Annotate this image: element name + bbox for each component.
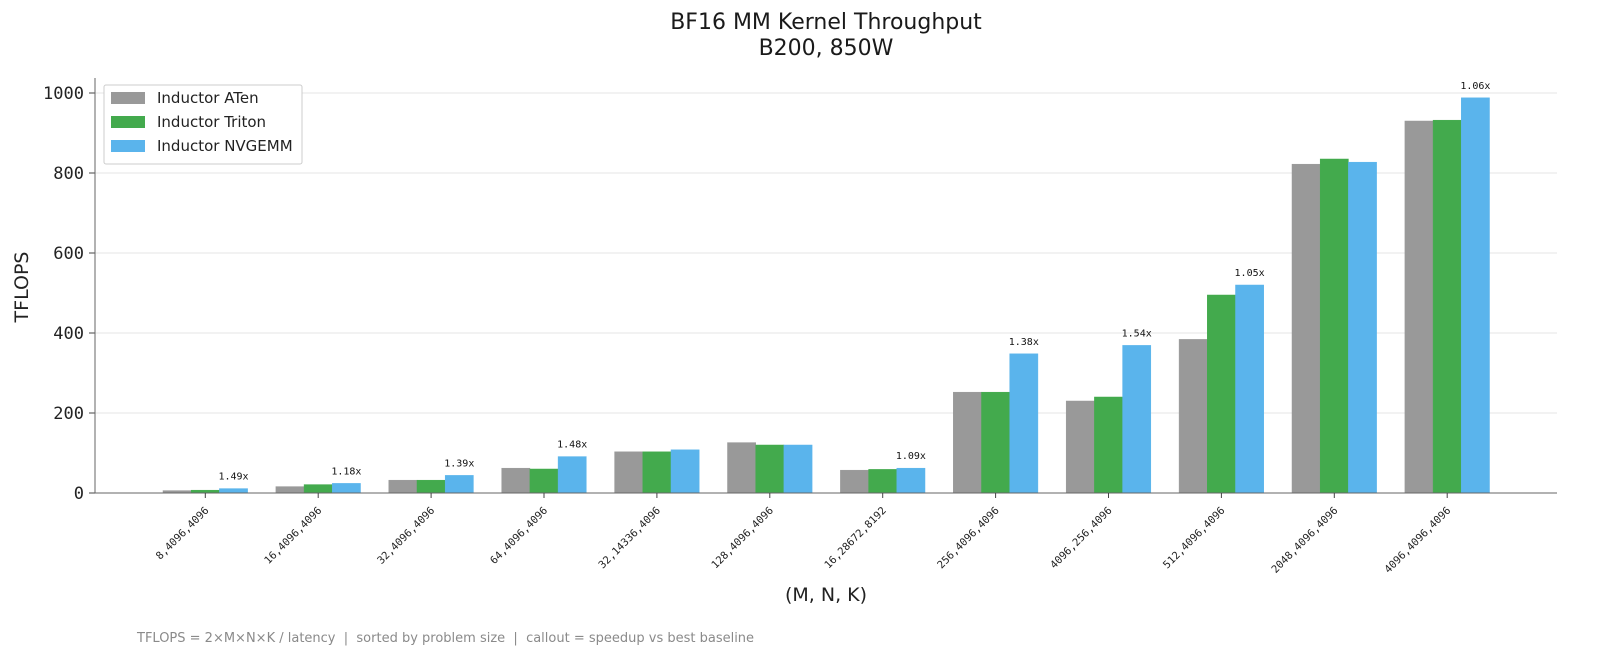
bar-inductor-nvgemm: [1348, 161, 1377, 494]
speedup-callout: 1.49x: [218, 472, 248, 483]
x-tick-label: 32,14336,4096: [596, 505, 663, 572]
x-tick-label: 32,4096,4096: [375, 505, 437, 567]
callouts: 1.49x 1.18x 1.39x 1.48x 1.09x 1.38x 1.54x 1.05x…: [218, 81, 1490, 483]
bar-inductor-aten: [388, 479, 418, 494]
bar-inductor-triton: [1319, 158, 1349, 494]
bar-inductor-triton: [303, 484, 333, 494]
speedup-callout: 1.39x: [444, 458, 474, 469]
bar-inductor-nvgemm: [557, 456, 587, 494]
speedup-callout: 1.18x: [331, 466, 361, 477]
bar-inductor-aten: [727, 442, 756, 494]
bar-inductor-triton: [981, 391, 1010, 494]
bar-inductor-nvgemm: [670, 449, 700, 494]
speedup-callout: 1.48x: [557, 440, 587, 451]
bar-inductor-nvgemm: [332, 483, 361, 494]
bar-inductor-aten: [275, 486, 305, 494]
bar-inductor-triton: [416, 479, 446, 494]
bar-inductor-aten: [614, 451, 644, 494]
y-tick-label: 200: [53, 404, 84, 424]
bar-inductor-nvgemm: [1235, 284, 1264, 494]
bar-inductor-nvgemm: [219, 488, 248, 494]
legend-swatch: [111, 116, 145, 128]
bar-inductor-nvgemm: [896, 467, 926, 494]
legend-label: Inductor NVGEMM: [157, 137, 293, 155]
speedup-callout: 1.05x: [1235, 268, 1265, 279]
bars: [162, 97, 1490, 494]
y-axis-label: TFLOPS: [11, 252, 33, 324]
x-tick-label: 64,4096,4096: [488, 505, 550, 567]
x-tick-label: 8,4096,4096: [154, 505, 212, 563]
chart-title-line2: B200, 850W: [759, 36, 894, 61]
y-tick-label: 1000: [43, 84, 84, 104]
y-tick-label: 800: [53, 164, 84, 184]
bar-inductor-aten: [1065, 400, 1095, 494]
chart-title-line1: BF16 MM Kernel Throughput: [670, 10, 982, 35]
bar-inductor-nvgemm: [1122, 345, 1152, 494]
x-tick-label: 256,4096,4096: [935, 505, 1002, 572]
legend-swatch: [111, 92, 145, 104]
bar-inductor-aten: [501, 467, 531, 494]
legend-swatch: [111, 140, 145, 152]
bar-inductor-triton: [755, 444, 785, 494]
y-tick-label: 400: [53, 324, 84, 344]
bar-inductor-aten: [1404, 120, 1434, 494]
speedup-callout: 1.09x: [896, 451, 926, 462]
bar-inductor-nvgemm: [444, 475, 474, 494]
x-tick-label: 4096,4096,4096: [1382, 505, 1453, 576]
speedup-callout: 1.06x: [1460, 81, 1490, 92]
bar-inductor-nvgemm: [1009, 353, 1039, 494]
bar-inductor-triton: [1207, 294, 1236, 494]
x-tick-label: 128,4096,4096: [709, 505, 776, 572]
bar-inductor-aten: [1291, 163, 1321, 494]
speedup-callout: 1.54x: [1122, 328, 1152, 339]
bar-inductor-triton: [1432, 119, 1462, 494]
legend: Inductor ATen Inductor Triton Inductor NVG…: [103, 84, 303, 165]
footnote: TFLOPS = 2×M×N×K / latency | sorted by p…: [136, 631, 754, 646]
bar-inductor-triton: [868, 469, 898, 494]
y-tick-label: 0: [74, 484, 84, 504]
x-tick-label: 4096,256,4096: [1048, 505, 1115, 572]
x-axis-label: (M, N, K): [785, 584, 867, 606]
x-tick-label: 512,4096,4096: [1161, 505, 1228, 572]
bar-inductor-aten: [1178, 339, 1208, 494]
legend-frame: [103, 84, 303, 165]
x-tick-label: 16,28672,8192: [822, 505, 889, 572]
bar-inductor-aten: [840, 469, 869, 494]
bar-inductor-triton: [529, 468, 559, 494]
x-tick-label: 16,4096,4096: [262, 505, 324, 567]
legend-label: Inductor ATen: [157, 89, 259, 107]
bar-inductor-triton: [642, 451, 672, 494]
speedup-callout: 1.38x: [1009, 337, 1039, 348]
bar-inductor-nvgemm: [783, 444, 813, 494]
x-tick-label: 2048,4096,4096: [1269, 505, 1340, 576]
bar-inductor-nvgemm: [1461, 97, 1490, 494]
legend-label: Inductor Triton: [157, 113, 266, 131]
y-tick-label: 600: [53, 244, 84, 264]
bar-inductor-aten: [953, 391, 982, 494]
bar-inductor-triton: [1094, 396, 1123, 494]
